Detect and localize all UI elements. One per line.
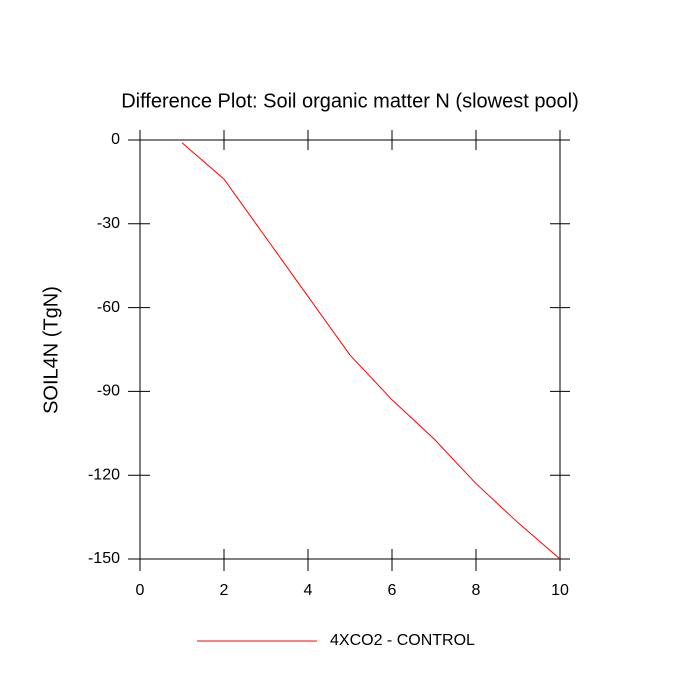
legend-label: 4XCO2 - CONTROL — [330, 632, 475, 649]
x-tick-label: 4 — [304, 582, 313, 599]
y-tick-label: -30 — [97, 215, 120, 232]
x-tick-label: 0 — [136, 582, 145, 599]
y-tick-label: -120 — [88, 466, 120, 483]
plot-frame — [139, 139, 561, 560]
chart-title: Difference Plot: Soil organic matter N (… — [121, 90, 579, 112]
y-tick-label: -90 — [97, 383, 120, 400]
x-tick-label: 2 — [220, 582, 229, 599]
x-tick-label: 6 — [388, 582, 397, 599]
y-tick-label: -150 — [88, 550, 120, 567]
x-tick-label: 8 — [472, 582, 481, 599]
y-tick-label: -60 — [97, 299, 120, 316]
y-tick-label: 0 — [111, 131, 120, 148]
x-tick-label: 10 — [551, 582, 569, 599]
y-axis-label: SOIL4N (TgN) — [40, 286, 62, 414]
data-line — [181, 142, 561, 560]
